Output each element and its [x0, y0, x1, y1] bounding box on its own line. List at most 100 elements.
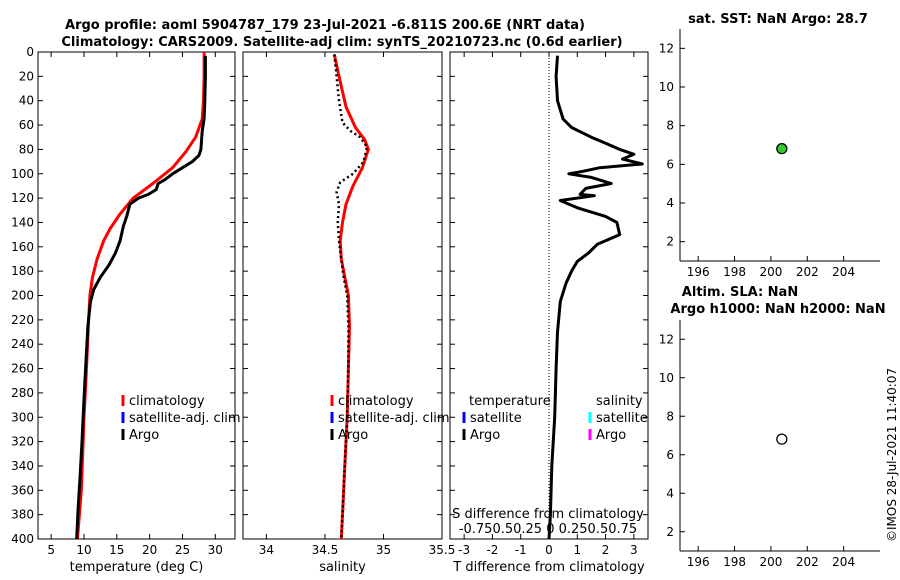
- y-tick-label: 4: [666, 196, 674, 210]
- legend-climatology: climatology: [338, 394, 414, 409]
- y-tick-label: 240: [11, 337, 34, 351]
- x-tick-label: 3: [630, 543, 638, 557]
- x-tick-label: 5: [47, 543, 55, 557]
- y-tick-label: 2: [666, 525, 674, 539]
- x-tick-label: 200: [759, 555, 782, 569]
- y-tick-label: 220: [11, 313, 34, 327]
- y-tick-label: 20: [19, 69, 34, 83]
- legend-argo: Argo: [338, 428, 368, 443]
- x-tick-label: -1: [515, 543, 527, 557]
- y-tick-label: 280: [11, 386, 34, 400]
- y-tick-label: 340: [11, 459, 34, 473]
- temperature-panel: 5 10 15 20 25 3002040608010012014016018020022…: [11, 45, 236, 575]
- x-axis-label: salinity: [319, 560, 366, 575]
- x-tick-label: 0: [545, 543, 553, 557]
- y-tick-label: 300: [11, 410, 34, 424]
- x-tick-label: -3: [458, 543, 470, 557]
- watermark: ©IMOS 28-Jul-2021 11:40:07: [885, 368, 899, 542]
- salinity-panel: 34 34.5 35 35.5 salinity: [242, 51, 456, 575]
- legend-t-satellite: satellite: [470, 411, 522, 426]
- series-line-argo: [333, 54, 369, 540]
- s-difference-label: S difference from climatology: [452, 507, 644, 522]
- series-line-argo: [75, 55, 207, 540]
- x-tick-label: 204: [832, 555, 855, 569]
- legend-argo: Argo: [129, 428, 159, 443]
- series-line-climatology: [332, 54, 370, 540]
- y-tick-label: 180: [11, 264, 34, 278]
- y-tick-label: 400: [11, 532, 34, 546]
- y-tick-label: 80: [19, 142, 34, 156]
- y-tick-label: 320: [11, 435, 34, 449]
- s-difference-ticks: -0.750.50.25 0 0.250.50.75: [459, 522, 637, 537]
- y-tick-label: 120: [11, 191, 34, 205]
- x-axis-label: T difference from climatology: [452, 560, 645, 575]
- x-tick-label: 15: [109, 543, 124, 557]
- y-tick-label: 100: [11, 167, 34, 181]
- legend-s-argo: Argo: [596, 428, 626, 443]
- sla-title-line-2: Argo h1000: NaN h2000: NaN: [670, 302, 885, 317]
- sla-title-line-1: Altim. SLA: NaN: [682, 285, 798, 300]
- legend-satellite-adj-clim: satellite-adj. clim: [129, 411, 241, 426]
- y-tick-label: 0: [26, 45, 34, 59]
- argo-position-marker: [776, 433, 788, 445]
- legend-temperature-title: temperature: [469, 394, 551, 409]
- x-tick-label: 204: [832, 265, 855, 279]
- legend-climatology: climatology: [129, 394, 205, 409]
- x-tick-label: 2: [602, 543, 610, 557]
- x-tick-label: 35: [376, 543, 391, 557]
- salinity-legend: climatology satellite-adj. clim Argo: [330, 394, 450, 443]
- legend-s-satellite: satellite: [596, 411, 648, 426]
- y-tick-label: 8: [666, 409, 674, 423]
- y-tick-label: 60: [19, 118, 34, 132]
- x-tick-label: 34.5: [312, 543, 339, 557]
- x-tick-label: 202: [796, 555, 819, 569]
- legend-t-argo: Argo: [470, 428, 500, 443]
- x-tick-label: 202: [796, 265, 819, 279]
- y-tick-label: 12: [659, 332, 674, 346]
- temperature-legend: climatology satellite-adj. clim Argo: [121, 394, 241, 443]
- title-line-2: Climatology: CARS2009. Satellite-adj cli…: [61, 35, 622, 50]
- sla-panel: 196 198 200 202 204 2 4 6 8 10 12: [659, 320, 880, 569]
- y-tick-label: 10: [659, 371, 674, 385]
- y-tick-label: 380: [11, 508, 34, 522]
- y-tick-label: 12: [659, 41, 674, 55]
- x-axis-label: temperature (deg C): [70, 560, 204, 575]
- y-tick-label: 160: [11, 240, 34, 254]
- sst-title: sat. SST: NaN Argo: 28.7: [688, 12, 868, 27]
- x-tick-label: 25: [175, 543, 190, 557]
- y-tick-label: 40: [19, 94, 34, 108]
- x-tick-label: -2: [486, 543, 498, 557]
- x-tick-label: 30: [208, 543, 223, 557]
- y-tick-label: 4: [666, 486, 674, 500]
- y-tick-label: 360: [11, 483, 34, 497]
- x-tick-label: 200: [759, 265, 782, 279]
- x-tick-label: 1: [573, 543, 581, 557]
- y-tick-label: 260: [11, 362, 34, 376]
- series-line-climatology: [75, 52, 206, 540]
- series-line-argo-t-diff: [547, 55, 644, 540]
- difference-legend: temperature satellite Argo salinity sate…: [462, 394, 648, 443]
- y-tick-label: 8: [666, 119, 674, 133]
- y-tick-label: 6: [666, 448, 674, 462]
- title-line-1: Argo profile: aoml 5904787_179 23-Jul-20…: [65, 18, 585, 33]
- argo-position-marker-filled: [776, 143, 788, 155]
- axes-frame: [242, 51, 443, 540]
- legend-satellite-adj-clim: satellite-adj. clim: [338, 411, 450, 426]
- y-tick-label: 140: [11, 215, 34, 229]
- x-tick-label: 196: [687, 555, 710, 569]
- y-tick-label: 200: [11, 289, 34, 303]
- y-tick-label: 6: [666, 157, 674, 171]
- y-tick-label: 2: [666, 235, 674, 249]
- x-tick-label: 10: [76, 543, 91, 557]
- x-tick-label: 198: [723, 555, 746, 569]
- x-tick-label: 198: [723, 265, 746, 279]
- axes-frame: [37, 51, 236, 540]
- x-tick-label: 34: [259, 543, 274, 557]
- x-tick-label: 20: [142, 543, 157, 557]
- legend-salinity-title: salinity: [596, 394, 643, 409]
- x-tick-label: 35.5: [429, 543, 456, 557]
- x-tick-label: 196: [687, 265, 710, 279]
- y-tick-label: 10: [659, 80, 674, 94]
- difference-panel: -3 -2 -1 0 1 2 3 T difference from climatology: [449, 51, 649, 575]
